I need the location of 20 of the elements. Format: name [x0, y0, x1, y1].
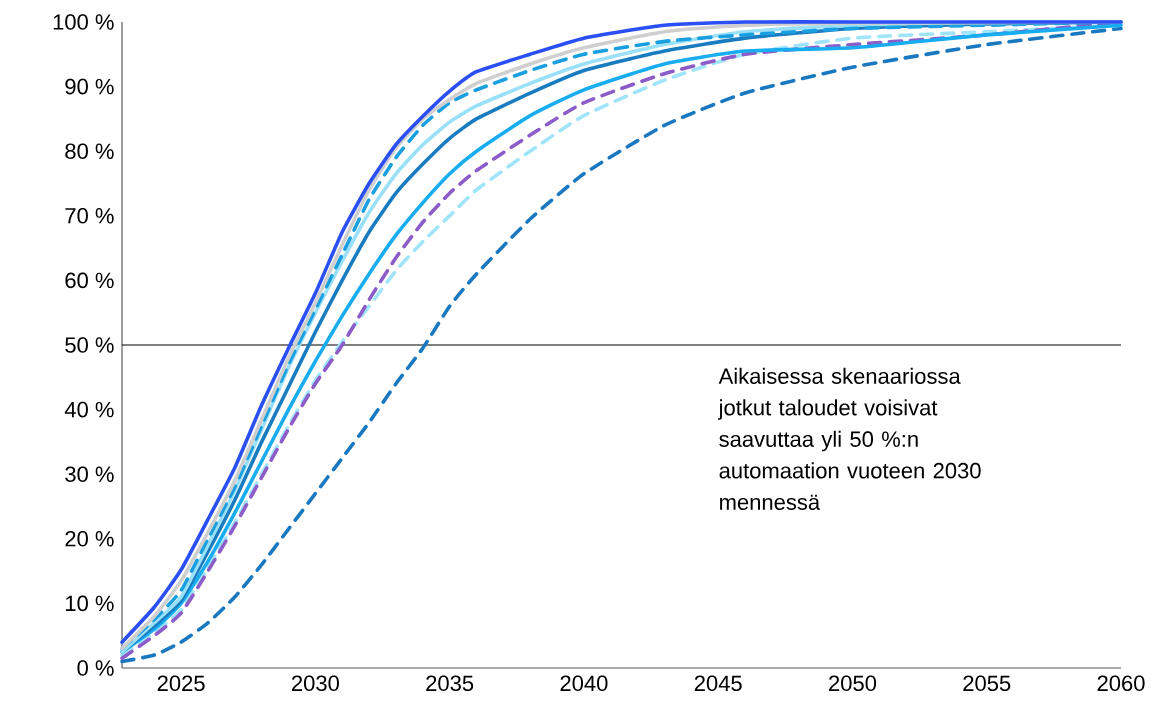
y-tick-label: 0 % [77, 660, 114, 676]
y-tick-label: 60 % [65, 272, 114, 289]
y-tick-label: 70 % [65, 207, 114, 224]
x-tick-label: 2055 [963, 675, 1011, 692]
y-tick-label: 30 % [65, 466, 114, 482]
y-tick-label: 50 % [65, 337, 114, 353]
x-tick-label: 2025 [157, 675, 205, 692]
x-tick-label: 2045 [694, 675, 742, 692]
y-tick-label: 90 % [65, 78, 114, 95]
y-tick-label: 20 % [65, 530, 114, 547]
x-tick-label: 2040 [560, 675, 608, 692]
x-tick-label: 2060 [1097, 675, 1145, 692]
x-tick-label: 2030 [292, 675, 339, 692]
y-tick-label: 10 % [66, 595, 114, 612]
x-tick-label: 2035 [426, 675, 474, 692]
y-tick-label: 80 % [65, 143, 114, 159]
y-tick-label: 40 % [64, 401, 114, 418]
annotation: Aikaisessa skenaariossa jotkut taloudet voisivat saavuttaa yli 50 %:n automaation vuoteen 2030 mennessä [718, 367, 981, 510]
x-tick-label: 2050 [829, 675, 877, 692]
y-tick-label: 100 % [53, 14, 114, 30]
